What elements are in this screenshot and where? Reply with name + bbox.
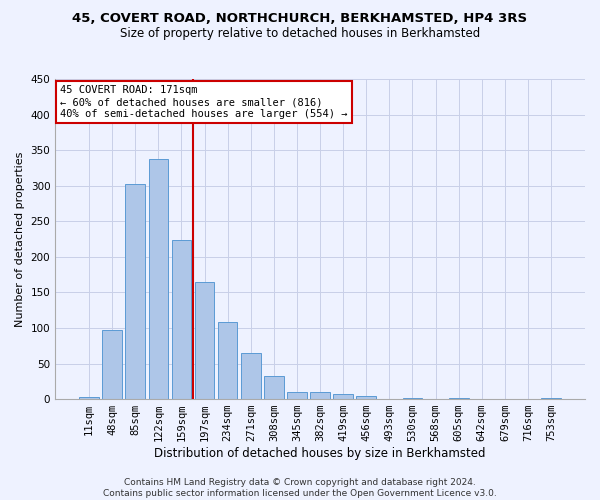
Bar: [218, 322, 238, 399]
Bar: [241, 353, 260, 399]
X-axis label: Distribution of detached houses by size in Berkhamsted: Distribution of detached houses by size …: [154, 447, 486, 460]
Bar: [287, 392, 307, 399]
Bar: [541, 398, 561, 399]
Bar: [334, 394, 353, 399]
Bar: [356, 396, 376, 399]
Y-axis label: Number of detached properties: Number of detached properties: [15, 152, 25, 326]
Bar: [449, 398, 469, 399]
Bar: [79, 397, 99, 399]
Bar: [195, 282, 214, 399]
Text: 45, COVERT ROAD, NORTHCHURCH, BERKHAMSTED, HP4 3RS: 45, COVERT ROAD, NORTHCHURCH, BERKHAMSTE…: [73, 12, 527, 26]
Bar: [125, 184, 145, 399]
Text: 45 COVERT ROAD: 171sqm
← 60% of detached houses are smaller (816)
40% of semi-de: 45 COVERT ROAD: 171sqm ← 60% of detached…: [61, 86, 348, 118]
Bar: [172, 240, 191, 399]
Bar: [264, 376, 284, 399]
Text: Size of property relative to detached houses in Berkhamsted: Size of property relative to detached ho…: [120, 28, 480, 40]
Bar: [149, 160, 168, 399]
Bar: [310, 392, 330, 399]
Bar: [403, 398, 422, 399]
Bar: [103, 330, 122, 399]
Text: Contains HM Land Registry data © Crown copyright and database right 2024.
Contai: Contains HM Land Registry data © Crown c…: [103, 478, 497, 498]
